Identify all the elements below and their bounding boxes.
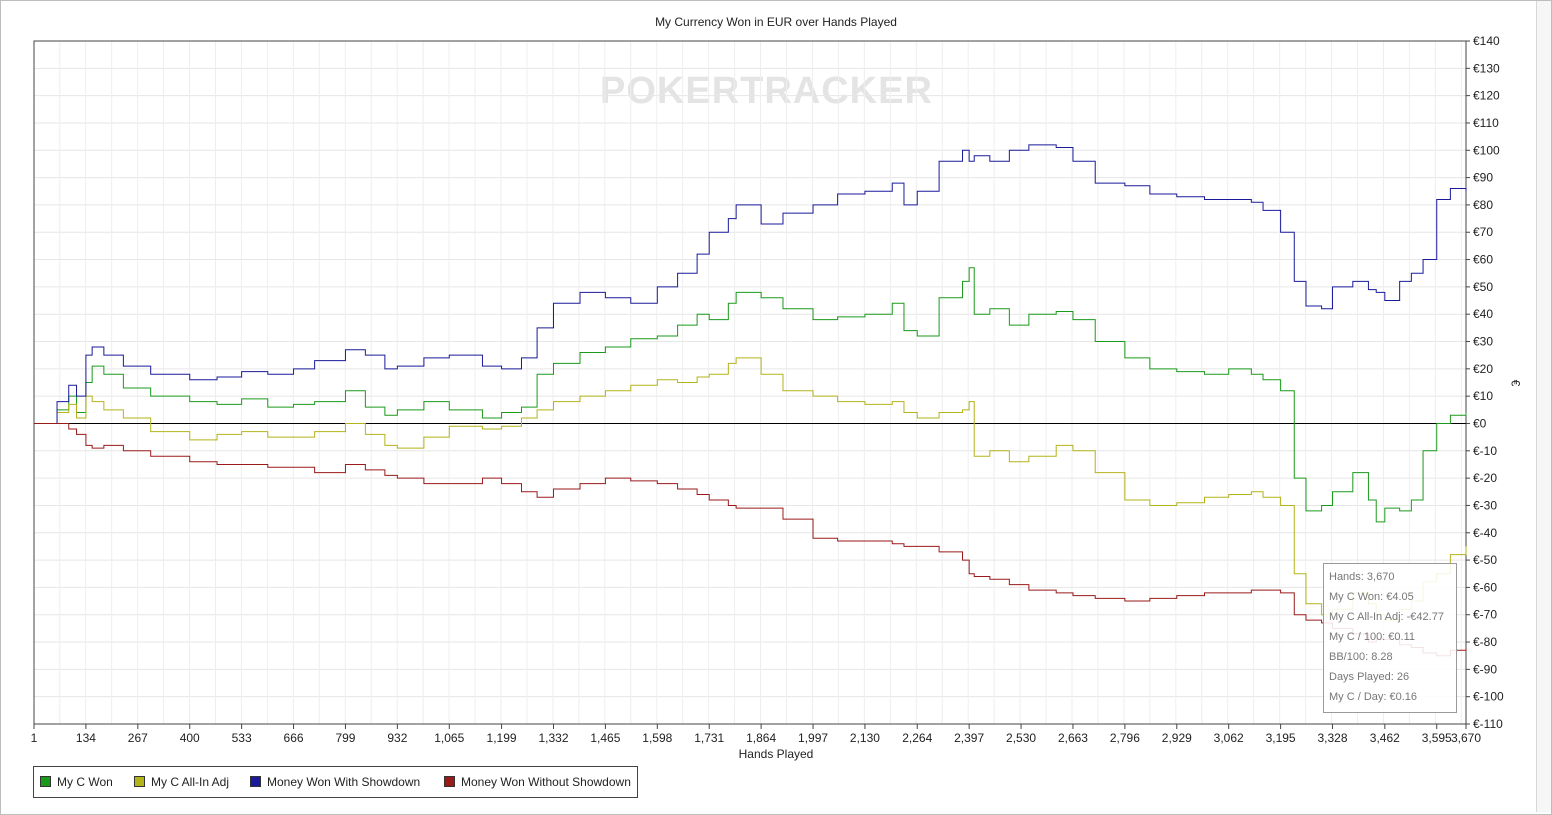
chart-title: My Currency Won in EUR over Hands Played: [655, 15, 897, 29]
axis-ticks: €140 €130 €120 €110 €100 €90 €80 €70 €60 €50 €40 €3…: [31, 34, 1504, 745]
vertical-scrollbar[interactable]: [1536, 1, 1551, 812]
legend-item-my-c-won[interactable]: My C Won: [40, 775, 113, 789]
x-tick-label: 533: [232, 731, 252, 745]
x-tick-label: 2,929: [1162, 731, 1192, 745]
y-tick-label: €30: [1473, 335, 1493, 349]
x-tick-label: 1,731: [694, 731, 724, 745]
y-tick-label: €50: [1473, 280, 1493, 294]
x-tick-label: 1: [31, 731, 38, 745]
watermark-logo: POKERTRACKER: [600, 70, 933, 112]
y-tick-label: €100: [1473, 143, 1500, 157]
y-tick-label: €70: [1473, 225, 1493, 239]
y-tick-label: €140: [1473, 34, 1500, 48]
x-tick-label: 2,663: [1058, 731, 1088, 745]
legend-label: My C Won: [57, 775, 113, 789]
x-tick-label: 400: [180, 731, 200, 745]
x-tick-label: 1,199: [487, 731, 517, 745]
y-tick-label: €-20: [1473, 471, 1497, 485]
legend-swatch-icon: [250, 776, 261, 787]
legend-swatch-icon: [134, 776, 145, 787]
y-tick-label: €-50: [1473, 553, 1497, 567]
series-line-my-c-won: [34, 267, 1467, 523]
y-tick-label: €-10: [1473, 444, 1497, 458]
legend-swatch-icon: [40, 776, 51, 787]
x-tick-label: 1,065: [434, 731, 464, 745]
x-tick-label: 3,595: [1422, 731, 1452, 745]
x-axis-label: Hands Played: [738, 747, 814, 761]
x-tick-label: 3,195: [1266, 731, 1296, 745]
y-tick-label: €130: [1473, 61, 1500, 75]
y-tick-label: €-80: [1473, 635, 1497, 649]
series-line-my-c-all-in-adj: [34, 357, 1467, 621]
y-tick-label: €60: [1473, 253, 1493, 267]
legend-item-money-won-without-showdown[interactable]: Money Won Without Showdown: [444, 775, 631, 789]
legend: My C Won My C All-In Adj Money Won With …: [33, 766, 638, 798]
y-tick-label: €-70: [1473, 608, 1497, 622]
x-tick-label: 2,796: [1110, 731, 1140, 745]
x-tick-label: 3,328: [1318, 731, 1348, 745]
y-tick-label: €-60: [1473, 580, 1497, 594]
series-line-money-won-without-showdown: [34, 422, 1467, 657]
y-tick-label: €-100: [1473, 690, 1504, 704]
hover-tooltip: Hands: 3,670 My C Won: €4.05 My C All-In…: [1323, 563, 1457, 713]
x-tick-label: 1,465: [590, 731, 620, 745]
x-tick-label: 267: [128, 731, 148, 745]
legend-label: Money Won Without Showdown: [461, 775, 631, 789]
tooltip-bb-100: BB/100: 8.28: [1329, 651, 1393, 663]
y-tick-label: €0: [1473, 416, 1487, 430]
y-tick-label: €-30: [1473, 498, 1497, 512]
legend-item-money-won-with-showdown[interactable]: Money Won With Showdown: [250, 775, 420, 789]
x-tick-label: 1,598: [642, 731, 672, 745]
y-tick-label: €90: [1473, 171, 1493, 185]
legend-label: My C All-In Adj: [151, 775, 230, 789]
y-tick-label: €-110: [1473, 717, 1503, 731]
tooltip-hands: Hands: 3,670: [1329, 571, 1395, 583]
x-tick-label: 2,530: [1006, 731, 1036, 745]
plot-area: [33, 40, 1467, 725]
tooltip-days-played: Days Played: 26: [1329, 671, 1410, 683]
x-tick-label: 799: [335, 731, 355, 745]
legend-label: Money Won With Showdown: [267, 775, 421, 789]
y-axis-label: €: [1508, 379, 1523, 387]
tooltip-per-day: My C / Day: €0.16: [1329, 691, 1418, 703]
x-tick-label: 1,332: [538, 731, 568, 745]
x-tick-label: 3,462: [1370, 731, 1400, 745]
series-line-money-won-with-showdown: [34, 144, 1467, 424]
tooltip-my-c-won: My C Won: €4.05: [1329, 591, 1414, 603]
y-tick-label: €120: [1473, 89, 1500, 103]
x-tick-label: 666: [284, 731, 304, 745]
x-tick-label: 2,130: [850, 731, 880, 745]
grid: [34, 40, 1466, 725]
y-tick-label: €20: [1473, 362, 1493, 376]
x-tick-label: 2,264: [902, 731, 932, 745]
series-group: [34, 144, 1467, 657]
y-tick-label: €110: [1473, 116, 1499, 130]
y-tick-label: €-90: [1473, 662, 1497, 676]
x-tick-label: 2,397: [954, 731, 984, 745]
x-tick-label: 1,864: [746, 731, 776, 745]
y-tick-label: €10: [1473, 389, 1493, 403]
y-tick-label: €40: [1473, 307, 1493, 321]
x-tick-label: 932: [387, 731, 407, 745]
x-tick-label: 1,997: [798, 731, 828, 745]
x-tick-label: 134: [76, 731, 96, 745]
x-tick-label: 3,062: [1214, 731, 1244, 745]
legend-item-my-c-all-in-adj[interactable]: My C All-In Adj: [134, 775, 229, 789]
legend-swatch-icon: [444, 776, 455, 787]
y-tick-label: €80: [1473, 198, 1493, 212]
y-tick-label: €-40: [1473, 526, 1497, 540]
x-tick-label: 3,670: [1451, 731, 1481, 745]
tooltip-all-in-adj: My C All-In Adj: -€42.77: [1329, 611, 1444, 623]
tooltip-per-100: My C / 100: €0.11: [1329, 631, 1416, 643]
